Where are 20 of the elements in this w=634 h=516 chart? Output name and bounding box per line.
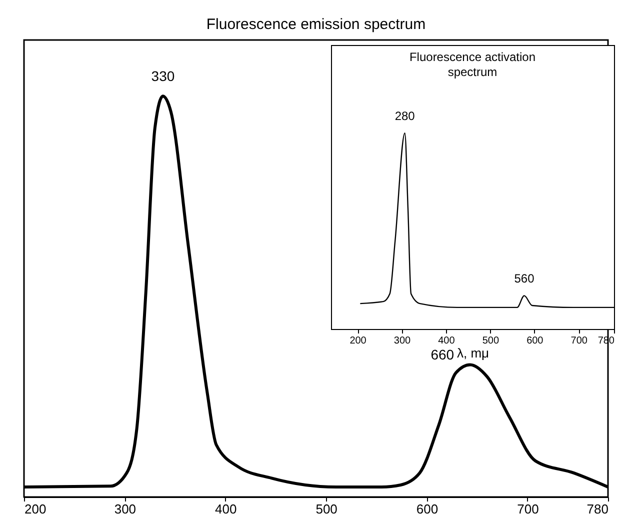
x-tick-label: 780: [586, 502, 608, 516]
annotation: 280: [394, 109, 416, 124]
annotation: 660: [430, 346, 454, 363]
x-tick-label: 600: [416, 502, 438, 516]
x-tick-label: 200: [350, 336, 367, 346]
x-tick-label: 500: [482, 336, 500, 346]
x-tick-label: 700: [517, 502, 539, 516]
x-tick-label: 400: [438, 336, 456, 346]
chart-title: Fluorescence activation spectrum: [409, 50, 536, 79]
x-axis-title: λ, mμ: [456, 346, 490, 360]
x-tick-label: 700: [570, 336, 588, 346]
chart-title: Fluorescence emission spectrum: [206, 16, 426, 33]
x-tick-label: 300: [394, 336, 412, 346]
x-tick-label: 500: [316, 502, 338, 516]
x-tick-label: 600: [526, 336, 544, 346]
x-tick-label: 200: [24, 502, 46, 516]
x-tick-label: 400: [215, 502, 237, 516]
x-tick-label: 300: [114, 502, 136, 516]
annotation: 560: [514, 272, 535, 286]
annotation: 330: [151, 68, 175, 84]
